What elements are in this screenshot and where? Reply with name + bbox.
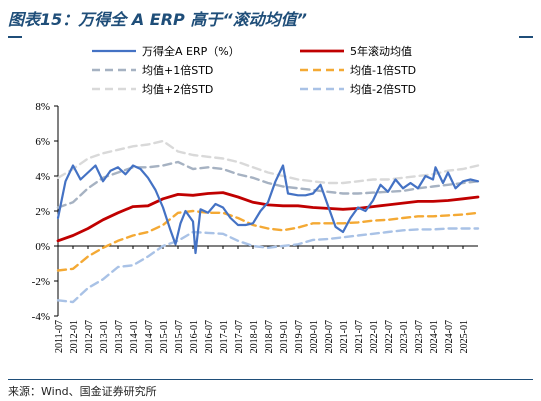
y-tick-label: 2% <box>35 206 50 218</box>
x-tick-label: 2020-01 <box>309 320 320 353</box>
x-tick-label: 2021-01 <box>339 320 350 353</box>
x-tick-label: 2014-07 <box>144 320 155 353</box>
x-tick-label: 2014-01 <box>129 320 140 353</box>
x-tick-label: 2017-07 <box>234 320 245 353</box>
legend-label-mean: 5年滚动均值 <box>350 44 412 58</box>
y-tick-label: 6% <box>35 136 50 148</box>
x-tick-label: 2015-07 <box>174 320 185 353</box>
x-tick-label: 2012-07 <box>84 320 95 353</box>
legend-label-std-minus1: 均值-1倍STD <box>350 63 416 77</box>
source-note: 来源：Wind、国金证券研究所 <box>8 385 157 398</box>
legend-label-std-plus1: 均值+1倍STD <box>142 63 213 77</box>
x-tick-label: 2023-07 <box>414 320 425 353</box>
legend-label-std-minus2: 均值-2倍STD <box>350 82 416 96</box>
x-tick-label: 2023-01 <box>399 320 410 353</box>
series-mean-line <box>56 191 480 243</box>
x-tick-label: 2019-01 <box>279 320 290 353</box>
series-std-plus2-line <box>56 139 480 185</box>
x-tick-label: 2015-01 <box>159 320 170 353</box>
x-tick-label: 2024-01 <box>429 320 440 353</box>
source-rule <box>8 379 533 380</box>
series-std-minus2-line <box>56 227 480 304</box>
x-tick-label: 2018-07 <box>264 320 275 353</box>
series-std-minus1-line <box>56 209 480 272</box>
x-tick-label: 2018-01 <box>249 320 260 353</box>
series-std-plus1-line <box>56 160 480 209</box>
x-tick-label: 2013-01 <box>99 320 110 353</box>
series-erp-line <box>56 164 480 255</box>
legend-label-std-plus2: 均值+2倍STD <box>142 82 213 96</box>
legend-label-erp: 万得全A ERP（%） <box>142 44 240 58</box>
x-tick-label: 2022-01 <box>369 320 380 353</box>
x-tick-label: 2021-07 <box>354 320 365 353</box>
chart-title: 图表15：万得全 A ERP 高于“滚动均值” <box>8 10 307 29</box>
x-tick-label: 2013-07 <box>114 320 125 353</box>
x-tick-label: 2011-07 <box>54 320 65 353</box>
x-tick-label: 2016-07 <box>204 320 215 353</box>
x-tick-label: 2022-07 <box>384 320 395 353</box>
y-tick-label: 4% <box>35 171 50 183</box>
x-tick-label: 2025-01 <box>459 320 470 353</box>
y-tick-label: -4% <box>32 311 50 323</box>
x-tick-label: 2019-07 <box>294 320 305 353</box>
y-tick-label: 0% <box>35 241 50 253</box>
x-tick-label: 2024-07 <box>444 320 455 353</box>
x-tick-label: 2012-01 <box>69 320 80 353</box>
x-tick-label: 2016-01 <box>189 320 200 353</box>
title-rule-right <box>519 36 533 38</box>
y-tick-label: 8% <box>35 101 50 113</box>
title-rule-left <box>8 36 22 38</box>
y-tick-label: -2% <box>32 276 50 288</box>
x-tick-label: 2020-07 <box>324 320 335 353</box>
x-tick-label: 2017-01 <box>219 320 230 353</box>
